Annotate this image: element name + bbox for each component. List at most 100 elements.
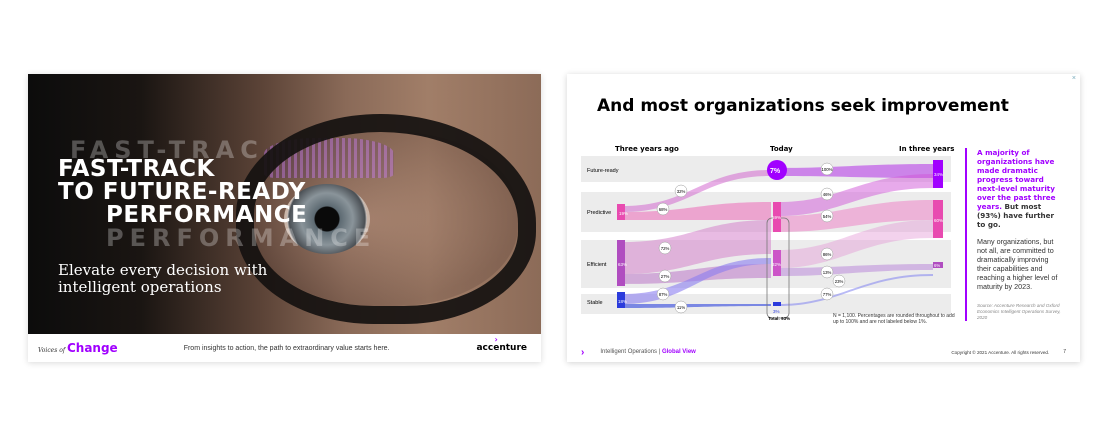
row-label-future-ready: Future-ready [587, 168, 619, 174]
node-today-predictive [773, 202, 781, 232]
bubble-left-4 [658, 269, 672, 283]
node-ago-efficient [617, 240, 625, 286]
node-ago-predictive [617, 204, 625, 220]
sankey-chart: Future-ready Predictive Efficient Stable… [581, 156, 951, 321]
chart-note: N = 1,100. Percentages are rounded throu… [833, 313, 955, 325]
today-total-label: Total: 93% [768, 316, 790, 321]
ghost-text-top: FAST-TRAC [70, 136, 264, 164]
side-headline-tail: But most (93%) have further to go. [977, 202, 1055, 229]
bubble-right-4-label: 86% [823, 252, 832, 257]
cover-footer: Voices of Change From insights to action… [28, 334, 541, 362]
bubble-left-3-label: 72% [661, 246, 670, 251]
node-future-efficient [933, 262, 943, 268]
node-label-today-32: 32% [772, 262, 781, 267]
flow-eff-eff2 [779, 264, 933, 276]
side-commentary: A majority of organizations have made dr… [965, 148, 1063, 321]
chart-footer: › Intelligent Operations | Global View C… [567, 342, 1080, 362]
node-label-ago-63: 63% [618, 262, 627, 267]
bubble-right-7 [820, 287, 834, 301]
node-ago-stable [617, 292, 625, 308]
node-today-stable [773, 302, 781, 306]
footer-section: Intelligent Operations | Global View [600, 349, 696, 355]
column-header-future: In three years [899, 145, 955, 153]
bubble-right-3 [820, 209, 834, 223]
bubble-right-5 [820, 265, 834, 279]
bubble-left-3 [658, 241, 672, 255]
side-headline: A majority of organizations have made dr… [977, 148, 1063, 229]
node-label-future-6: 6% [934, 263, 940, 268]
accenture-logo: › accenture [476, 335, 527, 353]
series-prefix: Voices of [38, 347, 66, 354]
flow-eff-pred2 [779, 220, 933, 268]
bubble-right-2 [820, 187, 834, 201]
node-label-today-7: 7% [770, 168, 781, 175]
bubble-right-6 [832, 274, 846, 288]
series-name: Change [66, 341, 118, 355]
flow-pred-pred [623, 202, 771, 220]
node-label-today-3: 3% [773, 309, 780, 314]
bubble-left-5-label: 87% [659, 292, 668, 297]
node-today-future-ready [767, 160, 787, 180]
bubble-left-1-label: 32% [677, 189, 686, 194]
ghost-text-bottom: PERFORMANCE [106, 224, 377, 252]
node-today-efficient [773, 250, 781, 276]
cover-slide[interactable]: FAST-TRAC PERFORMANCE FAST-TRACK TO FUTU… [28, 74, 541, 362]
node-future-predictive [933, 200, 943, 238]
hero-image [28, 74, 541, 334]
flow-eff-pred [623, 220, 771, 274]
bubble-right-6-label: 23% [835, 279, 844, 284]
bubble-left-1 [674, 184, 688, 198]
voices-of-change-logo: Voices of Change [38, 341, 118, 355]
cover-title-line-3: PERFORMANCE [106, 202, 308, 228]
bubble-right-5-label: 13% [823, 270, 832, 275]
column-header-today: Today [770, 145, 793, 153]
footer-page-number: 7 [1063, 349, 1066, 355]
footer-section-highlight: Global View [661, 349, 696, 355]
side-source: Source: Accenture Research and Oxford Ec… [977, 303, 1061, 320]
row-label-stable: Stable [587, 300, 603, 306]
row-label-efficient: Efficient [587, 262, 607, 268]
node-label-ago-19: 19% [619, 211, 628, 216]
column-header-ago: Three years ago [615, 145, 679, 153]
bubble-left-6 [674, 300, 688, 314]
close-icon[interactable]: × [1071, 75, 1076, 82]
cover-tagline: From insights to action, the path to ext… [183, 344, 390, 352]
side-headline-part-2: have made dramatic progress toward next-… [977, 157, 1056, 211]
bubble-left-6-label: 11% [677, 305, 685, 310]
bubble-left-2 [656, 202, 670, 216]
bubble-right-2-label: 46% [823, 192, 832, 197]
node-label-ago-18: 18% [618, 299, 627, 304]
node-label-today-59: 59% [772, 215, 781, 220]
node-future-future-ready [933, 160, 943, 188]
accenture-logo-text: accenture [476, 343, 527, 353]
footer-section-label: Intelligent Operations | [600, 349, 661, 355]
bubble-left-2-label: 68% [659, 207, 668, 212]
slide-title: And most organizations seek improvement [597, 96, 1009, 116]
cover-title-line-2: TO FUTURE-READY [58, 179, 306, 205]
node-label-future-34: 34% [934, 172, 943, 177]
side-paragraph: Many organizations, but not all, are com… [977, 237, 1058, 291]
chart-slide[interactable]: × And most organizations seek improvemen… [567, 74, 1080, 362]
cover-subtitle: Elevate every decision with intelligent … [58, 261, 268, 296]
cover-title-line-1: FAST-TRACK [58, 156, 215, 182]
flow-future-future [779, 164, 933, 178]
footer-copyright: Copyright © 2021 Accenture. All rights r… [951, 349, 1050, 355]
bubble-right-1-label: 100% [822, 167, 833, 172]
flow-pred-future [623, 170, 771, 212]
flow-stable-stable [623, 304, 771, 308]
node-label-future-60: 60% [934, 218, 943, 223]
bubble-left-4-label: 27% [661, 274, 670, 279]
bubble-left-5 [656, 287, 670, 301]
accenture-chevron-icon: › [581, 346, 585, 358]
flow-pred-future2 [779, 174, 933, 216]
accenture-chevron-icon: › [494, 335, 498, 344]
bubble-right-4 [820, 247, 834, 261]
flow-pred-pred2 [779, 200, 933, 232]
bubble-right-1 [820, 162, 834, 176]
row-label-predictive: Predictive [587, 210, 611, 216]
bubble-right-3-label: 54% [823, 214, 832, 219]
side-headline-part-1: A majority of organizations [977, 148, 1033, 166]
cover-title: FAST-TRACK TO FUTURE-READY PERFORMANCE [58, 158, 307, 227]
bubble-right-7-label: 77% [823, 292, 832, 297]
